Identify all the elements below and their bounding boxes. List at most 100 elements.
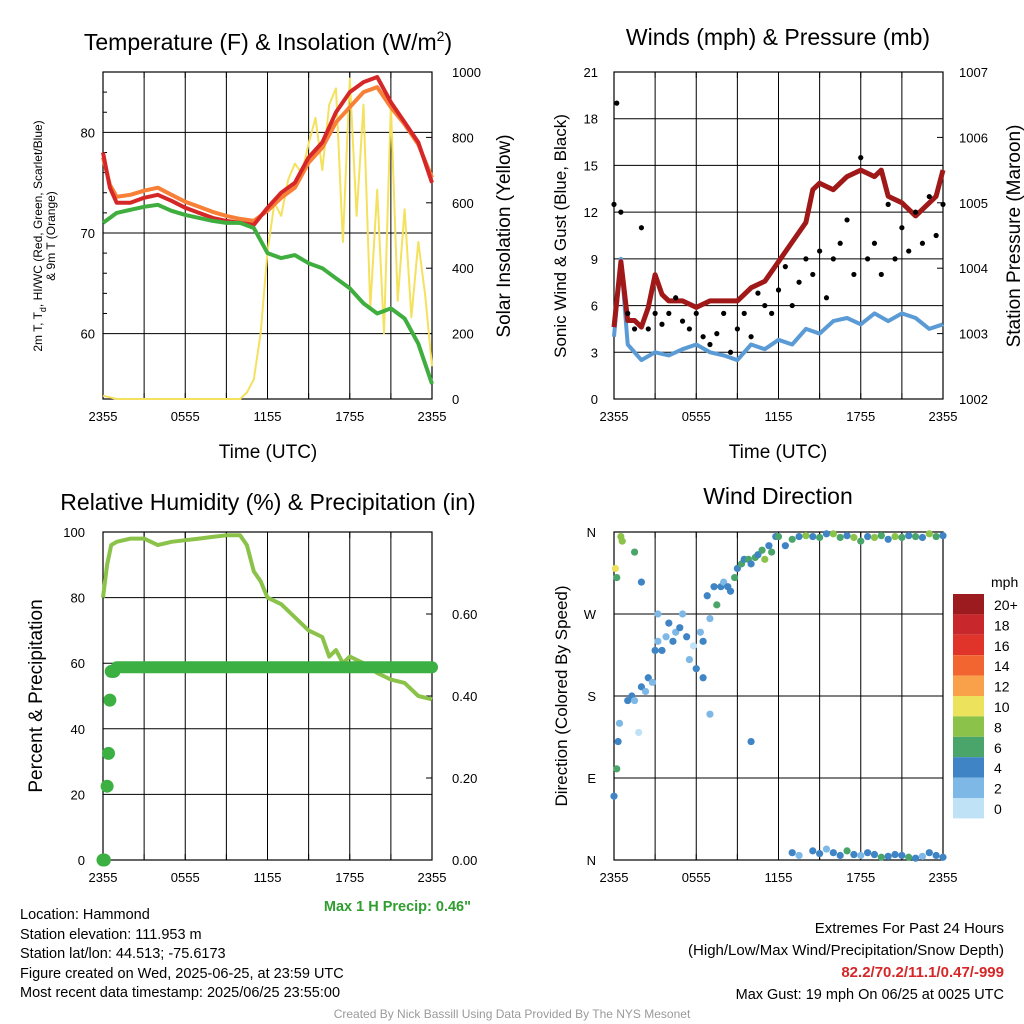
y-tick-label: 0 (591, 392, 598, 407)
x-axis-label: Time (UTC) (729, 442, 828, 463)
max-gust-text: Max Gust: 19 mph On 06/25 at 0025 UTC (735, 987, 1004, 1003)
direction-point (630, 548, 639, 556)
direction-point (710, 583, 718, 591)
series-line-sonic-wind (612, 256, 944, 363)
y-tick-label: W (584, 607, 597, 622)
direction-point (726, 587, 735, 595)
legend-swatch (953, 696, 984, 717)
gust-point (885, 201, 891, 207)
direction-point (802, 532, 810, 540)
panel-title-temperature: Temperature (F) & Insolation (W/m2) (84, 28, 452, 55)
y-label-text: Percent & Precipitation (26, 599, 47, 792)
y-label-subscript: d (38, 307, 48, 312)
legend-swatch (953, 777, 984, 798)
title-text: Temperature (F) & Insolation (W/m (84, 29, 437, 55)
x-tick-label: 1755 (335, 409, 364, 424)
gust-point (810, 271, 816, 278)
y2-tick-label: 1004 (959, 261, 988, 276)
direction-point (635, 728, 643, 737)
direction-point (884, 852, 892, 860)
direction-point (658, 646, 666, 655)
gust-point (769, 310, 775, 316)
direction-point (877, 853, 885, 861)
direction-point (781, 542, 789, 550)
direction-point (884, 535, 892, 543)
panel-title-direction: Wind Direction (703, 483, 853, 509)
direction-point (857, 851, 865, 860)
direction-point (925, 530, 933, 538)
recent-text: Most recent data timestamp: 2025/06/25 2… (20, 985, 341, 1002)
direction-point (613, 573, 621, 582)
direction-point (774, 532, 783, 541)
x-tick-label: 1755 (846, 870, 875, 885)
direction-point (683, 633, 691, 641)
gust-point (926, 193, 932, 200)
legend-title: mph (991, 574, 1018, 590)
y-label-text: Direction (Colored By Speed) (552, 585, 571, 806)
gust-point (625, 310, 631, 316)
direction-point (870, 533, 879, 542)
gust-point (707, 341, 713, 348)
direction-point (898, 851, 906, 860)
gust-point (755, 290, 761, 296)
direction-point (699, 637, 707, 645)
series-line-2m-td (101, 202, 434, 385)
legend-label: 6 (994, 740, 1002, 756)
gust-point (666, 310, 672, 316)
direction-point (703, 592, 711, 600)
y2-tick-label: 600 (452, 196, 474, 211)
direction-point (843, 532, 851, 540)
direction-point (850, 533, 858, 542)
gust-point (858, 155, 864, 161)
y-tick-label: 60 (81, 327, 95, 342)
direction-point (662, 633, 670, 641)
direction-point (816, 850, 824, 858)
x-tick-label: 2355 (418, 870, 447, 885)
direction-point (768, 548, 776, 556)
direction-point (911, 854, 920, 862)
precip-point (107, 664, 121, 678)
series-line-2m-t (101, 75, 434, 227)
gust-point (748, 334, 754, 340)
y-tick-label: 80 (81, 125, 95, 140)
y2-tick-label: 200 (452, 327, 474, 342)
x-tick-label: 1155 (254, 409, 282, 424)
legend-label: 12 (994, 679, 1010, 695)
y2-tick-label: 400 (452, 261, 474, 276)
direction-point (836, 533, 844, 542)
elevation-text: Station elevation: 111.953 m (20, 926, 202, 943)
direction-point (651, 646, 659, 655)
direction-point (932, 851, 940, 860)
gust-point (789, 302, 795, 309)
title-superscript: 2 (437, 28, 445, 44)
gust-point (721, 310, 727, 316)
direction-point (685, 655, 693, 664)
direction-point (932, 532, 940, 541)
gust-point (652, 310, 658, 316)
gust-point (878, 271, 884, 278)
location-text: Location: Hammond (20, 907, 150, 923)
gust-point (775, 287, 782, 293)
panel-0-axes: 2355 0555 1155 1755 235560708002004006008001… (31, 28, 515, 463)
gust-point (837, 240, 843, 246)
gust-point (892, 256, 898, 262)
direction-point (610, 792, 618, 800)
precip-point (103, 693, 117, 707)
y-tick-label: 3 (591, 345, 598, 360)
gust-point (912, 209, 919, 215)
direction-point (939, 532, 947, 540)
extremes-subtitle: (High/Low/Max Wind/Precipitation/Snow De… (688, 942, 1004, 959)
direction-point (905, 532, 913, 540)
gust-point (933, 232, 939, 239)
direction-point (795, 851, 803, 860)
gust-point (851, 271, 857, 278)
x-tick-label: 2355 (600, 870, 629, 885)
y-tick-label: 18 (584, 112, 598, 127)
direction-point (665, 619, 673, 627)
gust-point (762, 302, 768, 309)
y-label-text: Sonic Wind & Gust (Blue, Black) (551, 114, 570, 358)
direction-point (864, 849, 872, 857)
direction-point (788, 849, 796, 857)
direction-point (761, 555, 769, 563)
direction-point (747, 737, 755, 746)
